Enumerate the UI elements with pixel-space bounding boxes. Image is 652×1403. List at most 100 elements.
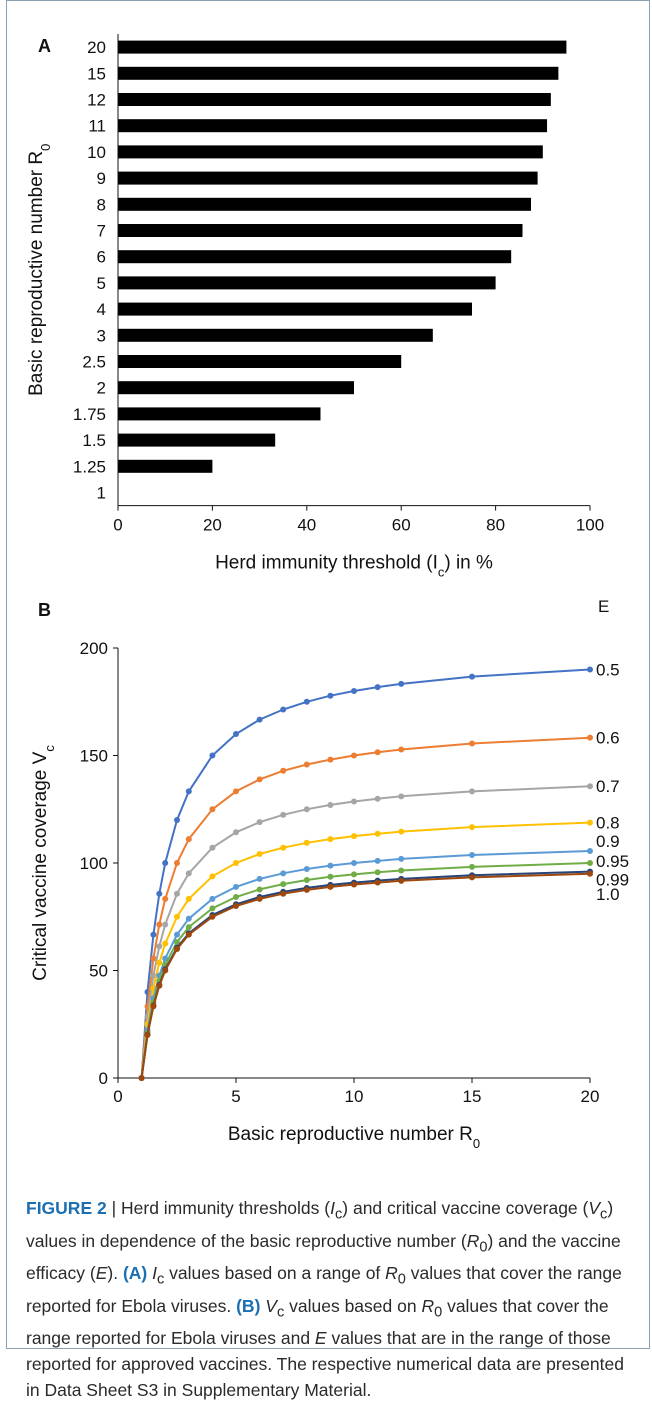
- point-0.9-5: [233, 883, 239, 890]
- point-0.5-10: [351, 688, 357, 694]
- point-0.7-1.5: [150, 972, 157, 979]
- point-0.5-9: [327, 692, 334, 699]
- point-0.9-6: [256, 875, 263, 882]
- y-tick-label-4: 4: [97, 300, 106, 319]
- series-line-0.6: [140, 736, 591, 1079]
- point-0.8-4: [209, 873, 216, 880]
- point-0.5-15: [469, 673, 475, 680]
- point-0.8-5: [233, 860, 239, 866]
- point-0.8-11: [374, 830, 381, 837]
- y-tick-label-b-150: 150: [80, 747, 108, 766]
- point-1.0-6: [256, 895, 263, 902]
- point-0.9-10: [351, 860, 357, 866]
- panel-label-b: B: [38, 600, 51, 620]
- point-1.0-11: [374, 879, 381, 886]
- point-0.6-12: [398, 746, 405, 753]
- series-line-0.5: [140, 668, 591, 1079]
- point-0.6-10: [351, 752, 357, 759]
- series-line-0.8: [140, 821, 591, 1079]
- point-0.95-4: [209, 905, 216, 912]
- series-line-0.95: [140, 862, 591, 1079]
- bar-r0-4: [118, 302, 472, 316]
- series-label-0.5: 0.5: [596, 661, 620, 680]
- series-label-0.6: 0.6: [596, 729, 620, 748]
- legend-title-e: E: [598, 597, 609, 616]
- point-0.8-20: [587, 819, 593, 826]
- y-tick-label-8: 8: [97, 195, 106, 214]
- bar-r0-5: [118, 276, 496, 290]
- bar-r0-2: [118, 381, 354, 395]
- point-0.5-1.75: [156, 890, 163, 897]
- point-1.0-2.5: [174, 946, 180, 952]
- x-tick-label-b-20: 20: [581, 1087, 600, 1106]
- point-0.9-11: [374, 857, 381, 864]
- point-1.0-5: [233, 903, 239, 909]
- point-0.7-15: [469, 788, 475, 795]
- point-0.8-1.75: [156, 959, 163, 966]
- point-0.6-6: [256, 776, 263, 783]
- y-tick-label-9: 9: [97, 169, 106, 188]
- x-tick-label-b-5: 5: [231, 1087, 240, 1106]
- bar-r0-9: [118, 171, 538, 185]
- bar-r0-15: [118, 66, 559, 80]
- point-0.9-4: [209, 895, 216, 902]
- point-0.6-11: [374, 749, 381, 756]
- y-tick-label-20: 20: [87, 38, 106, 57]
- point-0.8-12: [398, 828, 405, 835]
- y-tick-label-2.5: 2.5: [82, 353, 106, 372]
- x-tick-label-b-10: 10: [345, 1087, 364, 1106]
- series-label-0.99: 0.99: [596, 871, 629, 890]
- y-tick-label-15: 15: [87, 64, 106, 83]
- point-1.0-9: [327, 883, 334, 890]
- point-0.6-15: [469, 740, 475, 747]
- bar-r0-11: [118, 119, 548, 133]
- y-tick-label-b-100: 100: [80, 854, 108, 873]
- point-0.6-4: [209, 806, 216, 813]
- bar-r0-1.25: [118, 459, 213, 473]
- point-0.7-20: [587, 783, 593, 790]
- point-0.7-2: [162, 921, 169, 928]
- point-0.95-2.5: [174, 939, 180, 946]
- point-0.8-10: [351, 833, 357, 840]
- series-label-0.9: 0.9: [596, 832, 620, 851]
- bar-r0-3: [118, 328, 433, 342]
- x-axis-title-b: Basic reproductive number R0: [228, 1124, 480, 1151]
- series-label-0.7: 0.7: [596, 777, 620, 796]
- caption-label-b: (B): [236, 1295, 261, 1316]
- point-0.7-7: [280, 811, 287, 818]
- point-0.6-1.5: [150, 955, 157, 962]
- y-tick-label-7: 7: [97, 222, 106, 241]
- point-0.8-15: [469, 824, 475, 831]
- x-tick-label-a-80: 80: [486, 516, 505, 535]
- point-0.5-4: [209, 752, 216, 759]
- y-tick-label-5: 5: [97, 274, 106, 293]
- bar-r0-6: [118, 250, 512, 264]
- series-label-0.95: 0.95: [596, 852, 629, 871]
- point-0.5-2.5: [174, 817, 180, 823]
- y-tick-label-b-50: 50: [89, 962, 108, 981]
- point-0.8-9: [327, 836, 334, 843]
- point-0.6-2.5: [174, 860, 180, 866]
- point-0.9-7: [280, 870, 287, 877]
- point-0.5-3: [185, 788, 192, 795]
- point-0.9-2.5: [174, 931, 180, 938]
- point-1.0-1.5: [150, 1003, 157, 1010]
- y-tick-label-b-200: 200: [80, 639, 108, 658]
- series-line-1.0: [140, 872, 591, 1079]
- point-0.5-2: [162, 860, 169, 866]
- bar-r0-20: [118, 40, 567, 54]
- y-axis-title-a: Basic reproductive number R0: [26, 144, 53, 396]
- point-0.6-20: [587, 734, 593, 741]
- point-0.5-12: [398, 680, 405, 687]
- y-tick-label-1.5: 1.5: [82, 431, 106, 450]
- point-0.9-12: [398, 855, 405, 862]
- point-0.95-7: [280, 881, 287, 888]
- y-tick-label-6: 6: [97, 248, 106, 267]
- point-0.6-2: [162, 895, 169, 902]
- point-0.5-6: [256, 716, 263, 723]
- point-0.5-5: [233, 731, 239, 737]
- y-tick-label-1: 1: [97, 484, 106, 503]
- x-tick-label-a-100: 100: [576, 516, 604, 535]
